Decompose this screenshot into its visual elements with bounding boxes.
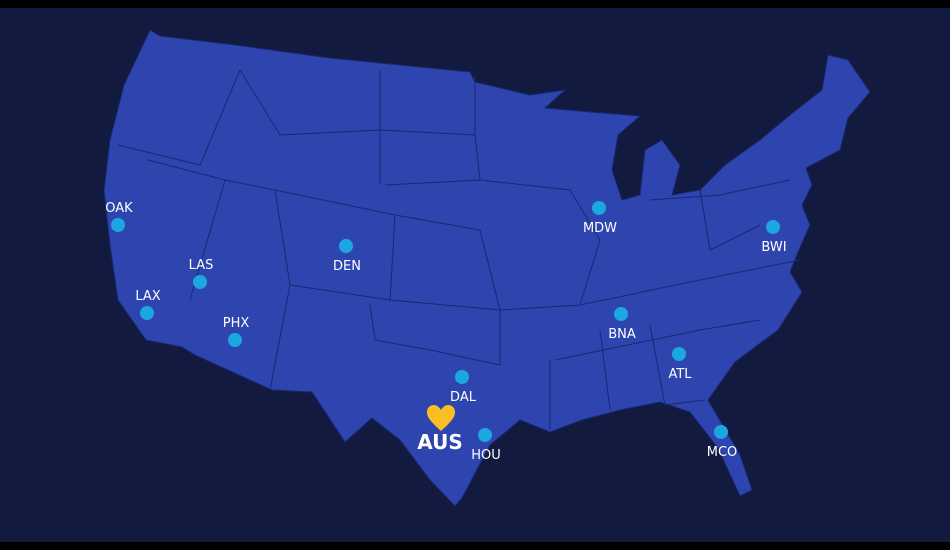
airport-marker-atl[interactable] (672, 347, 686, 361)
airport-marker-bna[interactable] (614, 307, 628, 321)
airport-marker-phx[interactable] (228, 333, 242, 347)
airport-marker-mdw[interactable] (592, 201, 606, 215)
airport-marker-las[interactable] (193, 275, 207, 289)
home-airport-label: AUS (417, 430, 463, 454)
airport-label-dal: DAL (450, 390, 477, 405)
airport-marker-bwi[interactable] (766, 220, 780, 234)
airport-marker-oak[interactable] (111, 218, 125, 232)
airport-marker-dal[interactable] (455, 370, 469, 384)
map-background: OAK LAS LAX PHX DEN DAL HOU MDW BNA ATL BWI MCO AUS (0, 8, 950, 542)
airport-label-hou: HOU (471, 448, 501, 463)
airport-label-bna: BNA (608, 327, 636, 342)
us-landmass (103, 29, 871, 507)
airport-label-bwi: BWI (761, 240, 786, 255)
airport-label-mdw: MDW (583, 221, 617, 236)
state-borders (117, 69, 801, 430)
airport-marker-mco[interactable] (714, 425, 728, 439)
airport-label-phx: PHX (223, 316, 250, 331)
airport-marker-hou[interactable] (478, 428, 492, 442)
airport-label-den: DEN (333, 259, 361, 274)
airport-marker-den[interactable] (339, 239, 353, 253)
heart-icon (427, 405, 455, 431)
airport-label-las: LAS (189, 258, 214, 273)
airport-marker-lax[interactable] (140, 306, 154, 320)
airport-label-mco: MCO (707, 445, 738, 460)
airport-label-atl: ATL (668, 367, 692, 382)
airport-label-lax: LAX (135, 289, 160, 304)
airport-label-oak: OAK (105, 201, 133, 216)
